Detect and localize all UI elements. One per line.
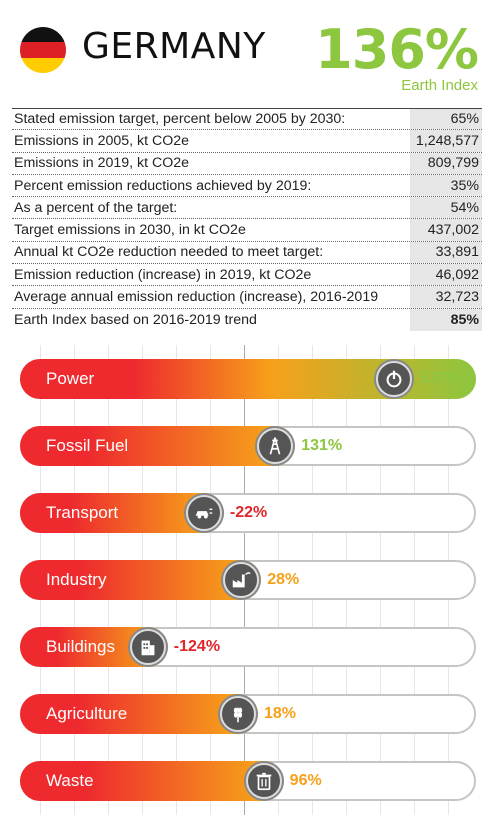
stat-value: 809,799 — [410, 152, 482, 174]
stat-row: Annual kt CO2e reduction needed to meet … — [12, 241, 482, 265]
trash-icon — [245, 763, 282, 799]
factory-icon — [223, 562, 260, 598]
stat-row: Emissions in 2005, kt CO2e 1,248,577 — [12, 130, 482, 153]
stat-label: Stated emission target, percent below 20… — [14, 111, 346, 128]
bar-row-agriculture: Agriculture 18% — [20, 694, 476, 734]
data-label: 28% — [267, 571, 300, 588]
sector-bar-chart: Power 537% Fossil Fuel 131% Transport -22% Ind… — [12, 345, 482, 815]
germany-flag-icon — [20, 27, 66, 73]
stat-row: Average annual emission reduction (incre… — [12, 286, 482, 309]
stat-value: 46,092 — [410, 264, 482, 286]
stat-row: Target emissions in 2030, in kt CO2e 437,… — [12, 219, 482, 242]
header: GERMANY 136% Earth Index — [0, 0, 500, 105]
stat-value: 54% — [410, 197, 482, 219]
stat-label: Emissions in 2005, kt CO2e — [14, 132, 190, 149]
bar-row-waste: Waste 96% — [20, 761, 476, 801]
category-label: Buildings — [46, 637, 115, 656]
bar — [20, 761, 284, 801]
category-label: Transport — [46, 503, 119, 522]
building-icon — [129, 629, 166, 665]
stat-label: Target emissions in 2030, in kt CO2e — [14, 222, 246, 239]
bar-row-buildings: Buildings -124% — [20, 627, 476, 667]
stat-label: Emission reduction (increase) in 2019, k… — [14, 266, 312, 283]
stat-value: 35% — [410, 174, 482, 197]
power-icon — [376, 361, 412, 397]
stat-row: Emissions in 2019, kt CO2e 809,799 — [12, 152, 482, 175]
bar-row-industry: Industry 28% — [20, 560, 476, 600]
stat-value: 33,891 — [410, 241, 482, 264]
bar-row-fossil-fuel: Fossil Fuel 131% — [20, 426, 476, 466]
data-label: 18% — [263, 705, 296, 722]
earth-index-value: 136% — [315, 18, 479, 81]
category-label: Waste — [46, 771, 94, 790]
bar-row-power: Power 537% — [20, 359, 476, 399]
bar — [20, 426, 296, 466]
category-label: Agriculture — [46, 704, 128, 723]
stat-label: Average annual emission reduction (incre… — [14, 289, 379, 306]
data-label: 131% — [301, 437, 343, 454]
country-title: GERMANY — [82, 26, 266, 67]
wheat-icon — [219, 696, 256, 732]
stat-value: 1,248,577 — [410, 130, 482, 152]
stat-label: Earth Index based on 2016-2019 trend — [14, 311, 257, 328]
car-icon — [185, 495, 222, 531]
earth-index-label: Earth Index — [401, 77, 478, 94]
stats-table: Stated emission target, percent below 20… — [12, 108, 482, 331]
bar — [20, 560, 262, 600]
stat-label: Emissions in 2019, kt CO2e — [14, 155, 190, 172]
oil-rig-icon — [257, 428, 294, 464]
data-label: -124% — [173, 638, 221, 655]
stat-label: Percent emission reductions achieved by … — [14, 177, 312, 194]
bar — [20, 694, 258, 734]
stat-row: Percent emission reductions achieved by … — [12, 174, 482, 198]
stat-row: As a percent of the target: 54% — [12, 197, 482, 220]
stat-row: Stated emission target, percent below 20… — [12, 108, 482, 131]
data-label: 537% — [420, 370, 461, 387]
stat-value: 437,002 — [410, 219, 482, 241]
stat-value: 85% — [410, 308, 482, 331]
category-label: Fossil Fuel — [46, 436, 129, 455]
category-label: Industry — [46, 570, 107, 589]
stat-label: As a percent of the target: — [14, 199, 178, 216]
stat-value: 32,723 — [410, 286, 482, 308]
data-label: -22% — [229, 504, 268, 521]
bar-row-transport: Transport -22% — [20, 493, 476, 533]
stat-value: 65% — [410, 109, 482, 130]
category-label: Power — [46, 369, 95, 388]
stat-row: Emission reduction (increase) in 2019, k… — [12, 264, 482, 287]
data-label: 96% — [289, 772, 322, 789]
stat-label: Annual kt CO2e reduction needed to meet … — [14, 244, 324, 261]
stat-row: Earth Index based on 2016-2019 trend 85% — [12, 308, 482, 331]
